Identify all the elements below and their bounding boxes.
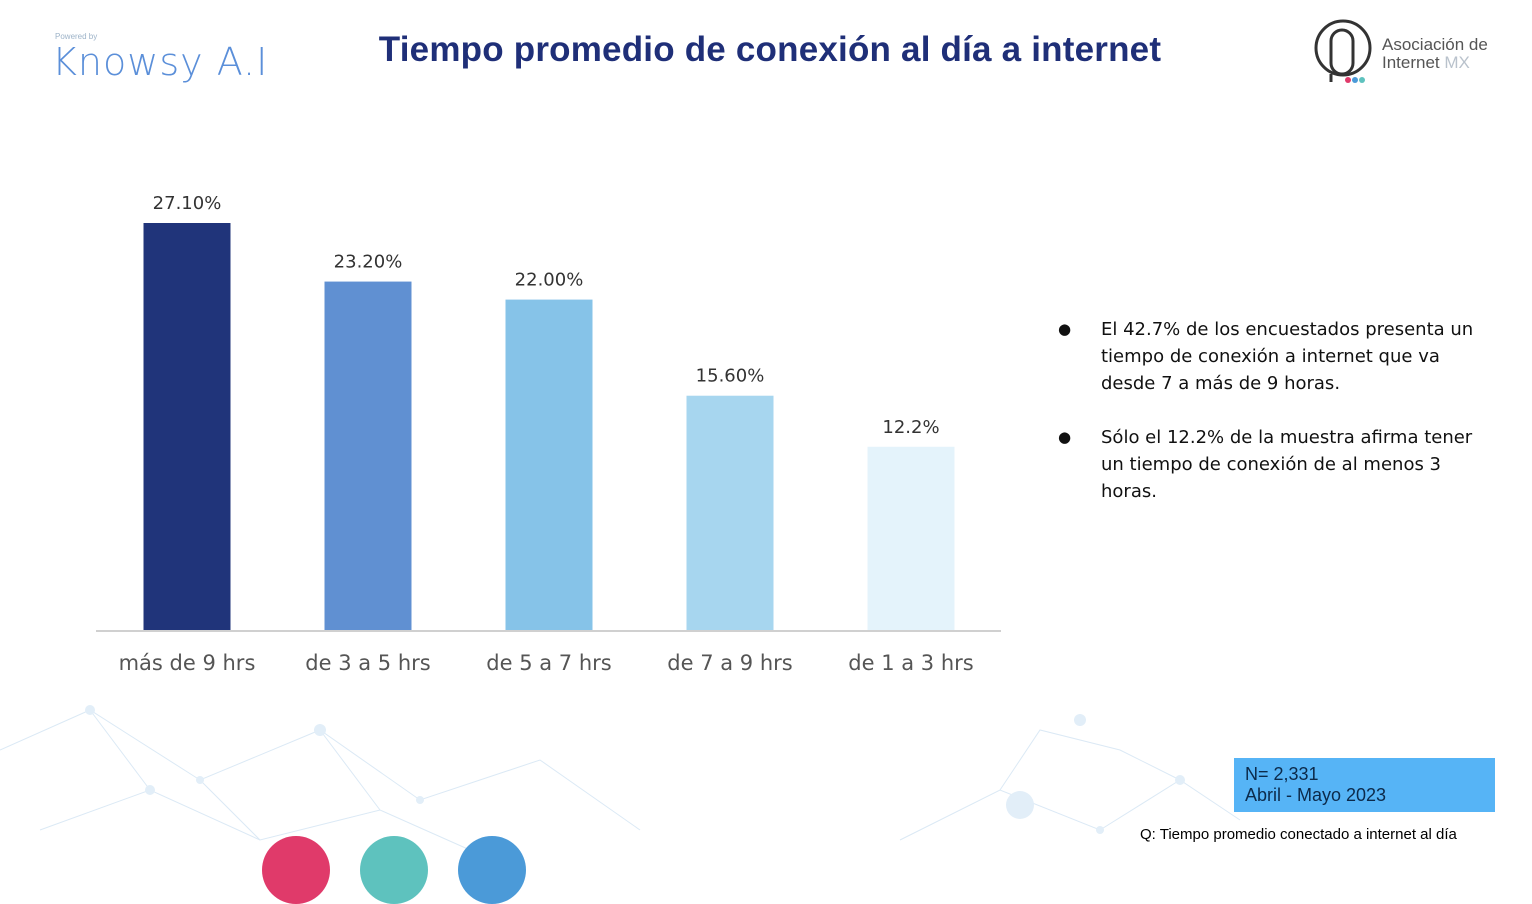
category-label-4: de 7 a 9 hrs (667, 651, 792, 675)
asociacion-internet-logo-icon (1314, 19, 1372, 83)
decor-circle-teal (360, 836, 428, 904)
decor-circle-blue (458, 836, 526, 904)
insight-item: El 42.7% de los encuestados presenta un … (1058, 316, 1478, 397)
powered-by-label: Powered by (55, 32, 98, 41)
data-label-5: 12.2% (882, 417, 939, 438)
sample-info-box: N= 2,331 Abril - Mayo 2023 (1234, 758, 1495, 812)
category-label-1: más de 9 hrs (119, 651, 256, 675)
insight-list: El 42.7% de los encuestados presenta un … (1058, 316, 1478, 532)
bar-5 (867, 446, 955, 630)
knowsy-logo: Knowsy A.I (52, 40, 269, 84)
assoc-mx: MX (1444, 53, 1470, 72)
sample-size: N= 2,331 (1245, 764, 1319, 784)
bar-2 (324, 281, 412, 630)
data-label-1: 27.10% (153, 193, 222, 214)
category-label-3: de 5 a 7 hrs (486, 651, 611, 675)
asociacion-internet-wordmark: Asociación de Internet MX (1382, 36, 1488, 72)
assoc-line-2: Internet (1382, 53, 1440, 72)
decor-circle-pink (262, 836, 330, 904)
category-label-5: de 1 a 3 hrs (848, 651, 973, 675)
page-title: Tiempo promedio de conexión al día a int… (378, 30, 1162, 69)
bar-chart: 27.10% más de 9 hrs 23.20% de 3 a 5 hrs 22.0… (96, 193, 1001, 675)
network-background (0, 705, 1241, 851)
question-footnote: Q: Tiempo promedio conectado a internet … (1140, 826, 1457, 843)
assoc-line-1: Asociación de (1382, 35, 1488, 54)
data-label-4: 15.60% (696, 366, 765, 387)
category-label-2: de 3 a 5 hrs (305, 651, 430, 675)
bar-1 (143, 223, 231, 630)
bar-3 (505, 299, 593, 630)
bar-4 (686, 395, 774, 630)
insight-item: Sólo el 12.2% de la muestra afirma tener… (1058, 424, 1478, 505)
data-label-2: 23.20% (334, 252, 403, 273)
data-label-3: 22.00% (515, 270, 584, 291)
sample-period: Abril - Mayo 2023 (1245, 785, 1387, 805)
